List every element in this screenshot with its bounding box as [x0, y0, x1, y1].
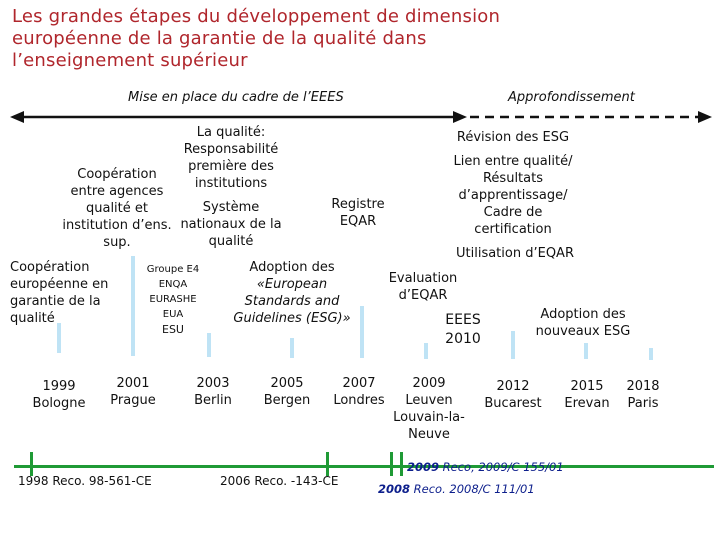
milestone-2007: 2007 Londres: [333, 376, 385, 408]
european-cooperation-text: Coopération européenne en garantie de la…: [10, 260, 109, 326]
arrowhead-right-icon: [453, 111, 467, 123]
phase-arrows: [10, 111, 712, 123]
phase-label-deepening: Approfondissement: [508, 90, 635, 105]
axis-tick: [400, 452, 403, 476]
learning-outcomes-text: Lien entre qualité/ Résultats d’apprenti…: [453, 154, 573, 237]
arrowhead-right-icon: [698, 111, 712, 123]
milestone-2009: 2009 Leuven Louvain-la-Neuve: [393, 376, 465, 442]
milestone-bar: [131, 256, 135, 356]
esg-revision-text: Révision des ESG: [456, 130, 570, 145]
milestone-2015: 2015 Erevan: [564, 379, 610, 411]
phase-label-setup: Mise en place du cadre de l’EEES: [128, 90, 344, 105]
milestone-bar: [290, 338, 294, 358]
milestone-2005: 2005 Bergen: [263, 376, 311, 408]
reco-2008: 2008 Reco. 2008/C 111/01: [378, 482, 535, 496]
milestone-2003: 2003 Berlin: [194, 376, 232, 408]
title-line: l’enseignement supérieur: [12, 50, 248, 71]
reco-2009: 2009 Reco, 2009/C 155/01: [407, 460, 564, 474]
register-eqar-text: Registre EQAR: [331, 197, 385, 229]
title-line: Les grandes étapes du développement de d…: [12, 6, 501, 27]
axis-tick: [30, 452, 33, 476]
milestone-1999: 1999 Bologne: [32, 379, 86, 411]
esg-adoption-text: Adoption des «European Standards and Gui…: [233, 260, 351, 326]
e4-group-text: Groupe E4 ENQA EURASHE EUA ESU: [146, 264, 200, 336]
eees-2010-text: EEES 2010: [445, 312, 481, 347]
milestone-2018: 2018 Paris: [626, 379, 660, 411]
eqar-evaluation-text: Evaluation d’EQAR: [388, 271, 458, 303]
milestone-bar: [649, 348, 653, 360]
milestone-bar: [57, 323, 61, 353]
milestone-2012: 2012 Bucarest: [484, 379, 542, 411]
quality-responsibility-text: La qualité: Responsabilité première des …: [183, 125, 279, 191]
reco-2006: 2006 Reco. -143-CE: [220, 474, 339, 488]
milestone-2001: 2001 Prague: [110, 376, 156, 408]
reco-1998: 1998 Reco. 98-561-CE: [18, 474, 152, 488]
eqar-use-text: Utilisation d’EQAR: [456, 246, 574, 261]
page-title: Les grandes étapes du développement de d…: [12, 6, 712, 72]
title-line: européenne de la garantie de la qualité …: [12, 28, 427, 49]
arrowhead-left-icon: [10, 111, 24, 123]
milestone-bar: [424, 343, 428, 359]
milestone-bar: [207, 333, 211, 357]
milestone-bar: [360, 306, 364, 358]
agency-cooperation-text: Coopération entre agences qualité et ins…: [62, 167, 172, 250]
national-system-text: Système nationaux de la qualité: [180, 200, 282, 249]
milestone-bar: [511, 331, 515, 359]
new-esg-text: Adoption des nouveaux ESG: [535, 307, 631, 339]
timeline-axis: [14, 465, 714, 468]
axis-tick: [326, 452, 329, 476]
milestone-bar: [584, 343, 588, 359]
axis-tick: [390, 452, 393, 476]
